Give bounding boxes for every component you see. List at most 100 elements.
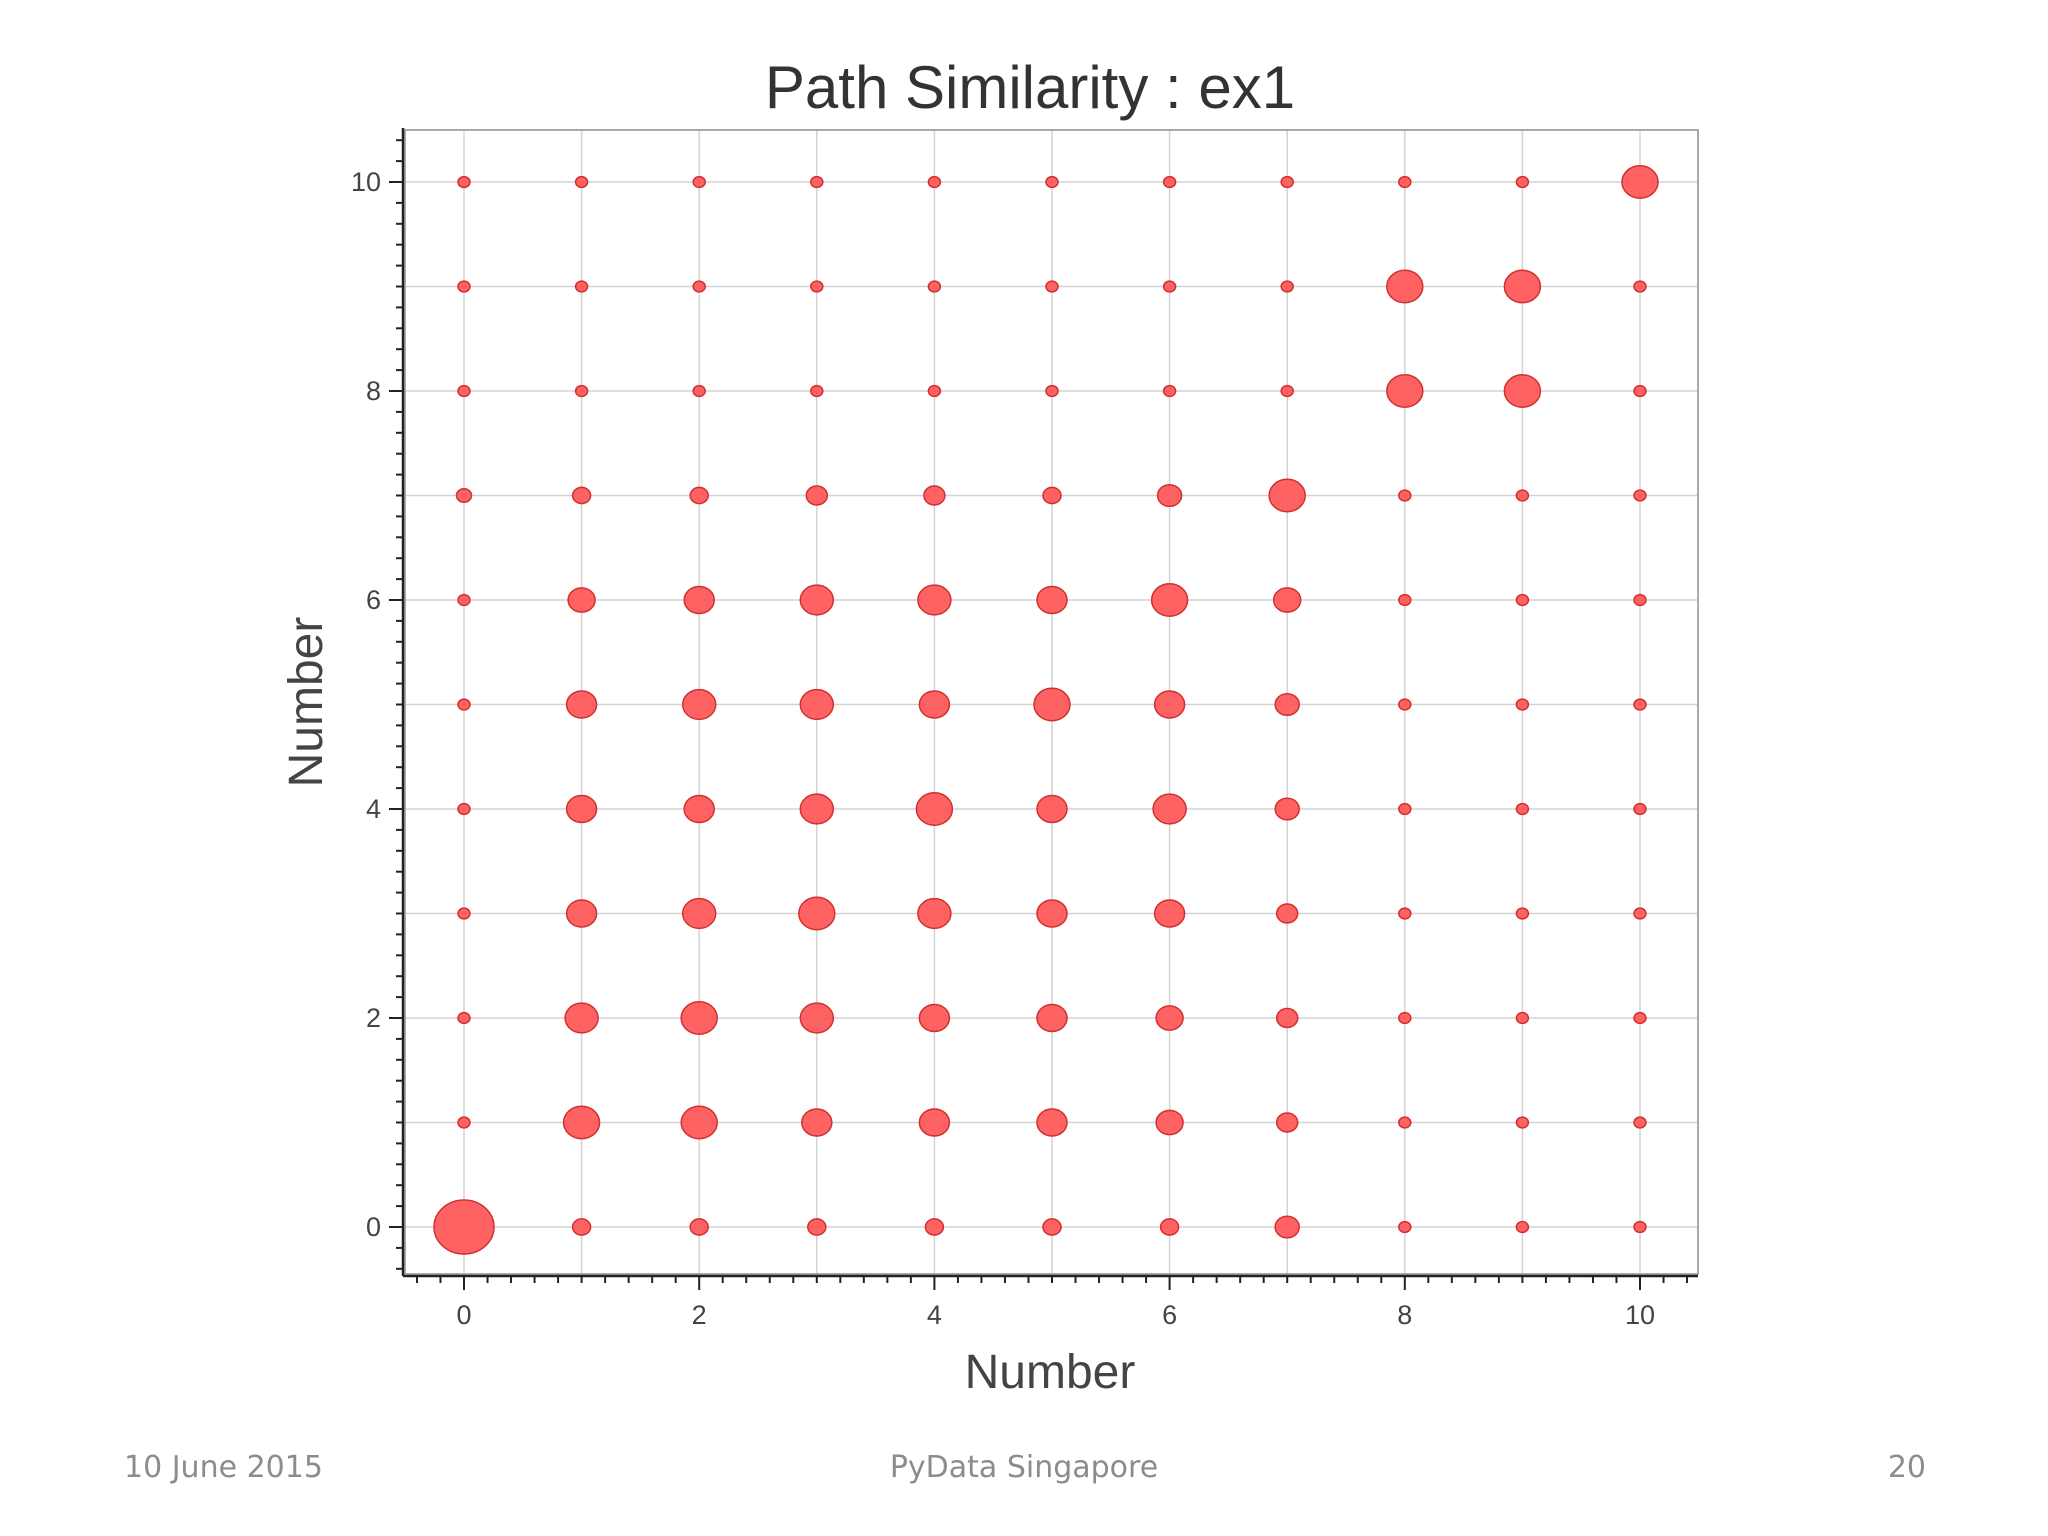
y-tick-label: 2 xyxy=(366,1003,381,1033)
data-point-x2-y9 xyxy=(692,280,706,293)
data-point-x3-y3 xyxy=(798,896,836,931)
x-tick-label: 10 xyxy=(1625,1300,1655,1330)
data-point-x10-y0 xyxy=(1633,1220,1647,1234)
data-point-x4-y5 xyxy=(918,690,951,719)
data-point-x8-y0 xyxy=(1398,1220,1412,1234)
data-point-x6-y9 xyxy=(1162,280,1177,293)
data-point-x9-y6 xyxy=(1515,593,1530,607)
data-point-x3-y1 xyxy=(801,1108,833,1137)
data-point-x0-y5 xyxy=(457,698,471,711)
data-point-x6-y0 xyxy=(1159,1218,1180,1236)
data-point-x9-y5 xyxy=(1515,698,1530,711)
data-points xyxy=(433,165,1659,1255)
chart-title: Path Similarity : ex1 xyxy=(765,54,1295,121)
data-point-x2-y4 xyxy=(683,794,715,824)
data-point-x10-y9 xyxy=(1633,280,1647,293)
data-point-x5-y9 xyxy=(1045,280,1059,293)
data-point-x8-y10 xyxy=(1398,175,1412,189)
data-point-x3-y8 xyxy=(810,384,824,398)
data-point-x9-y2 xyxy=(1515,1011,1530,1025)
data-point-x2-y5 xyxy=(681,688,717,721)
data-point-x1-y8 xyxy=(574,384,589,398)
data-point-x5-y6 xyxy=(1036,585,1068,615)
plot-frame xyxy=(404,129,1699,1275)
footer-date: 10 June 2015 xyxy=(124,1450,323,1485)
data-point-x6-y1 xyxy=(1155,1109,1184,1136)
data-point-x10-y7 xyxy=(1633,489,1647,502)
data-point-x0-y6 xyxy=(457,593,471,607)
data-point-x5-y3 xyxy=(1036,899,1068,928)
data-point-x5-y8 xyxy=(1045,384,1059,398)
data-point-x6-y4 xyxy=(1152,793,1187,825)
data-point-x8-y1 xyxy=(1398,1116,1412,1129)
data-point-x4-y0 xyxy=(924,1218,945,1236)
data-point-x2-y2 xyxy=(680,1001,718,1035)
data-point-x3-y0 xyxy=(807,1218,827,1236)
data-point-x3-y2 xyxy=(799,1002,835,1034)
data-point-x5-y2 xyxy=(1036,1003,1068,1033)
data-point-x10-y5 xyxy=(1633,698,1647,711)
data-point-x2-y0 xyxy=(689,1218,709,1236)
data-point-x0-y4 xyxy=(457,802,471,816)
data-point-x1-y9 xyxy=(574,280,589,293)
data-point-x10-y2 xyxy=(1633,1011,1647,1025)
data-point-x4-y4 xyxy=(915,792,954,826)
data-point-x1-y7 xyxy=(571,486,592,505)
data-point-x9-y8 xyxy=(1503,374,1542,408)
data-point-x2-y3 xyxy=(681,897,717,930)
data-point-x6-y7 xyxy=(1156,483,1183,508)
x-tick-label: 0 xyxy=(456,1300,471,1330)
data-point-x2-y7 xyxy=(689,486,709,505)
data-point-x3-y4 xyxy=(799,793,835,825)
data-point-x7-y6 xyxy=(1272,587,1302,613)
data-point-x2-y6 xyxy=(683,585,715,615)
x-tick-label: 2 xyxy=(692,1300,707,1330)
data-point-x7-y3 xyxy=(1275,903,1299,924)
footer-page-number: 20 xyxy=(1887,1450,1926,1485)
data-point-x3-y10 xyxy=(810,175,824,189)
data-point-x10-y3 xyxy=(1633,907,1647,920)
data-point-x1-y5 xyxy=(565,690,598,719)
data-point-x4-y3 xyxy=(917,897,952,930)
data-point-x4-y7 xyxy=(923,485,946,506)
data-point-x6-y3 xyxy=(1153,899,1186,928)
data-point-x0-y9 xyxy=(457,280,471,293)
data-point-x10-y1 xyxy=(1633,1116,1647,1129)
data-point-x8-y6 xyxy=(1398,593,1412,607)
data-point-x3-y5 xyxy=(799,688,835,721)
data-point-x7-y1 xyxy=(1275,1112,1299,1133)
data-point-x3-y6 xyxy=(799,584,835,616)
data-point-x8-y7 xyxy=(1398,489,1412,502)
data-point-x6-y5 xyxy=(1153,690,1186,719)
data-point-x0-y0 xyxy=(433,1199,495,1255)
data-point-x5-y5 xyxy=(1033,687,1071,722)
data-point-x1-y3 xyxy=(565,899,598,928)
data-point-x0-y3 xyxy=(457,907,471,920)
data-point-x5-y1 xyxy=(1036,1108,1068,1137)
data-point-x8-y8 xyxy=(1386,374,1424,408)
data-point-x1-y6 xyxy=(567,587,596,613)
data-point-x9-y10 xyxy=(1515,175,1530,189)
data-point-x6-y10 xyxy=(1162,175,1177,189)
data-point-x7-y10 xyxy=(1280,175,1294,189)
y-tick-label: 0 xyxy=(366,1212,381,1242)
data-point-x7-y8 xyxy=(1280,384,1294,398)
data-point-x7-y2 xyxy=(1275,1007,1299,1029)
data-point-x7-y7 xyxy=(1268,478,1306,513)
data-point-x0-y1 xyxy=(457,1116,471,1129)
data-point-x9-y7 xyxy=(1515,489,1530,502)
data-point-x4-y9 xyxy=(927,280,942,293)
y-axis-label: Number xyxy=(280,617,333,788)
data-point-x8-y4 xyxy=(1398,802,1412,816)
y-tick-label: 4 xyxy=(366,794,381,824)
data-point-x1-y1 xyxy=(562,1105,601,1140)
data-point-x7-y9 xyxy=(1280,280,1294,293)
data-point-x5-y4 xyxy=(1036,794,1068,824)
data-point-x4-y10 xyxy=(927,175,942,189)
data-point-x9-y3 xyxy=(1515,907,1530,920)
axes: 0 2 4 6 8 10 0 2 4 6 8 10 xyxy=(351,128,1698,1330)
data-point-x3-y7 xyxy=(805,485,829,506)
data-point-x6-y8 xyxy=(1162,384,1177,398)
data-point-x5-y7 xyxy=(1042,486,1062,505)
